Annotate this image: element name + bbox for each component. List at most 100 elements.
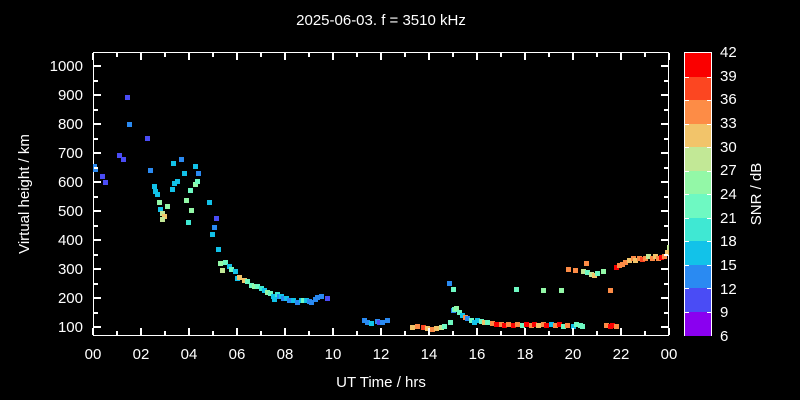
- y-minor-tick: [94, 166, 98, 169]
- y-tick-label: 900: [57, 87, 83, 105]
- x-major-tick-top: [524, 53, 526, 60]
- y-major-tick-right: [661, 65, 668, 68]
- x-tick-label: 08: [276, 346, 294, 363]
- y-minor-tick-right: [664, 253, 668, 256]
- y-major-tick-right: [661, 152, 668, 155]
- x-minor-tick: [404, 331, 406, 335]
- data-point: [294, 300, 300, 306]
- x-minor-tick: [644, 331, 646, 335]
- data-point: [505, 322, 511, 328]
- data-point: [283, 296, 289, 302]
- y-major-tick-right: [661, 326, 668, 329]
- colorbar-boundary-tick-left: [685, 170, 689, 172]
- data-point: [172, 181, 178, 187]
- data-point: [160, 216, 166, 222]
- data-point: [588, 272, 594, 278]
- colorbar-tick-label: 39: [720, 67, 737, 85]
- x-major-tick: [572, 328, 574, 335]
- data-point: [206, 200, 212, 206]
- data-point: [174, 179, 180, 185]
- colorbar-boundary-tick-right: [707, 76, 711, 78]
- y-major-tick-right: [661, 239, 668, 242]
- data-point: [308, 300, 314, 306]
- x-tick-label: 00: [660, 346, 678, 363]
- data-point: [301, 298, 307, 304]
- data-point: [236, 275, 242, 281]
- data-point: [565, 323, 571, 329]
- colorbar-segment: [685, 170, 711, 195]
- data-point: [430, 327, 436, 333]
- data-point: [580, 324, 586, 330]
- data-point: [125, 94, 131, 100]
- data-point: [493, 322, 499, 328]
- data-point: [196, 171, 202, 177]
- data-point: [318, 294, 324, 300]
- y-major-tick: [94, 239, 101, 242]
- x-major-tick: [428, 328, 430, 335]
- data-point: [233, 269, 239, 275]
- x-major-tick-top: [140, 53, 142, 60]
- x-tick-label: 16: [468, 346, 486, 363]
- y-major-tick-right: [661, 123, 668, 126]
- data-point: [581, 268, 587, 274]
- colorbar-tick-label: 9: [720, 304, 729, 322]
- data-point: [102, 179, 108, 185]
- data-point: [570, 324, 576, 330]
- data-point: [438, 325, 444, 331]
- data-point: [420, 325, 426, 331]
- data-point: [649, 256, 655, 262]
- x-minor-tick-top: [260, 53, 262, 57]
- y-minor-tick-right: [664, 311, 668, 314]
- x-minor-tick-top: [164, 53, 166, 57]
- x-major-tick-top: [572, 53, 574, 60]
- x-minor-tick-top: [548, 53, 550, 57]
- colorbar-segment: [685, 147, 711, 171]
- data-point: [245, 279, 251, 285]
- data-point: [264, 290, 270, 296]
- data-point: [454, 306, 460, 312]
- data-point: [254, 284, 260, 290]
- colorbar-segment: [685, 53, 711, 77]
- x-major-tick: [140, 328, 142, 335]
- data-point: [126, 121, 132, 127]
- x-tick-label: 22: [612, 346, 630, 363]
- data-point: [170, 161, 176, 167]
- x-minor-tick: [308, 331, 310, 335]
- y-minor-tick: [94, 108, 98, 111]
- x-tick-label: 18: [516, 346, 534, 363]
- y-tick-label: 200: [57, 290, 83, 308]
- colorbar-boundary-tick-right: [707, 147, 711, 148]
- data-point: [365, 320, 371, 326]
- x-minor-tick-top: [308, 53, 310, 57]
- colorbar-segment: [685, 264, 711, 289]
- x-minor-tick: [356, 331, 358, 335]
- data-point: [433, 326, 439, 332]
- data-point: [600, 269, 606, 275]
- data-point: [151, 184, 157, 190]
- colorbar-tick-label: 36: [720, 91, 737, 109]
- data-point: [666, 245, 669, 251]
- x-tick-label: 00: [84, 346, 102, 363]
- data-point: [287, 298, 293, 304]
- data-point: [665, 250, 669, 256]
- data-point: [194, 179, 200, 185]
- data-point: [565, 266, 571, 272]
- data-point: [594, 271, 600, 277]
- data-point: [361, 318, 367, 324]
- data-point: [164, 204, 170, 210]
- data-point: [272, 296, 278, 302]
- y-tick-label: 100: [57, 319, 83, 337]
- colorbar-boundary-tick-right: [707, 264, 711, 266]
- x-tick-label: 20: [564, 346, 582, 363]
- data-point: [583, 261, 589, 267]
- data-point: [268, 291, 274, 297]
- colorbar-tick-label: 12: [720, 280, 737, 298]
- y-major-tick: [94, 152, 101, 155]
- colorbar-boundary-tick-right: [707, 123, 711, 125]
- data-point: [613, 324, 619, 330]
- colorbar: [684, 52, 712, 336]
- y-minor-tick: [94, 79, 98, 82]
- x-major-tick: [620, 328, 622, 335]
- data-point: [446, 281, 452, 287]
- colorbar-tick-label: 33: [720, 115, 737, 132]
